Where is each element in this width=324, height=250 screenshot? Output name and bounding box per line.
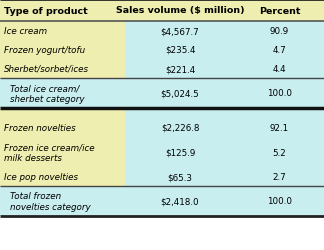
Text: 100.0: 100.0 <box>267 197 292 206</box>
Text: Sales volume ($ million): Sales volume ($ million) <box>116 6 244 16</box>
Bar <box>0 108 125 118</box>
Text: 92.1: 92.1 <box>270 124 289 132</box>
Text: $221.4: $221.4 <box>165 65 195 74</box>
Text: 2.7: 2.7 <box>272 172 286 181</box>
Bar <box>125 22 324 41</box>
Text: 90.9: 90.9 <box>270 27 289 36</box>
Text: Percent: Percent <box>259 6 300 16</box>
Bar <box>0 41 125 60</box>
Text: Frozen novelties: Frozen novelties <box>4 124 75 132</box>
Text: 4.4: 4.4 <box>273 65 286 74</box>
Bar <box>125 167 324 186</box>
Text: 5.2: 5.2 <box>272 148 286 157</box>
Bar <box>125 138 324 167</box>
Text: 4.7: 4.7 <box>272 46 286 55</box>
Text: Type of product: Type of product <box>4 6 88 16</box>
Text: Total frozen
novelties category: Total frozen novelties category <box>10 192 91 211</box>
Text: $235.4: $235.4 <box>165 46 195 55</box>
Bar <box>0 0 324 22</box>
Bar <box>0 186 125 216</box>
Bar <box>0 138 125 167</box>
Bar <box>125 108 324 118</box>
Bar <box>125 118 324 138</box>
Bar <box>125 79 324 108</box>
Text: $2,226.8: $2,226.8 <box>161 124 199 132</box>
Text: $125.9: $125.9 <box>165 148 195 157</box>
Bar <box>0 79 125 108</box>
Text: Ice pop novelties: Ice pop novelties <box>4 172 78 181</box>
Bar <box>0 118 125 138</box>
Text: $5,024.5: $5,024.5 <box>161 89 199 98</box>
Bar <box>125 60 324 79</box>
Text: $4,567.7: $4,567.7 <box>161 27 199 36</box>
Bar <box>0 22 125 41</box>
Text: Sherbet/sorbet/ices: Sherbet/sorbet/ices <box>4 65 89 74</box>
Text: Total ice cream/
sherbet category: Total ice cream/ sherbet category <box>10 84 85 103</box>
Text: Frozen ice cream/ice
milk desserts: Frozen ice cream/ice milk desserts <box>4 143 95 162</box>
Bar <box>125 41 324 60</box>
Text: Ice cream: Ice cream <box>4 27 47 36</box>
Text: $65.3: $65.3 <box>168 172 192 181</box>
Bar <box>125 186 324 216</box>
Bar <box>0 60 125 79</box>
Bar <box>0 167 125 186</box>
Text: Frozen yogurt/tofu: Frozen yogurt/tofu <box>4 46 85 55</box>
Text: $2,418.0: $2,418.0 <box>161 197 199 206</box>
Text: 100.0: 100.0 <box>267 89 292 98</box>
